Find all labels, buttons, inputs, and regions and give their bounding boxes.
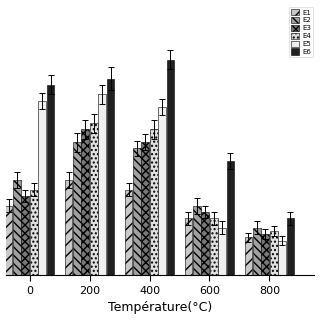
- Bar: [270, 231, 277, 276]
- Bar: [125, 190, 132, 276]
- Bar: [193, 206, 201, 276]
- Bar: [158, 107, 166, 276]
- Bar: [210, 218, 218, 276]
- Bar: [261, 234, 269, 276]
- Bar: [98, 94, 106, 276]
- Bar: [141, 142, 149, 276]
- Bar: [47, 85, 54, 276]
- Bar: [287, 218, 294, 276]
- Bar: [278, 241, 286, 276]
- Bar: [73, 142, 81, 276]
- Bar: [38, 101, 46, 276]
- X-axis label: Température(°C): Température(°C): [108, 301, 212, 315]
- Bar: [150, 129, 157, 276]
- Bar: [218, 228, 226, 276]
- Bar: [13, 180, 21, 276]
- Bar: [185, 218, 192, 276]
- Bar: [253, 228, 261, 276]
- Bar: [201, 212, 209, 276]
- Bar: [107, 79, 114, 276]
- Bar: [82, 129, 89, 276]
- Bar: [90, 123, 98, 276]
- Legend: E1, E2, E3, E4, E5, E6: E1, E2, E3, E4, E5, E6: [289, 7, 313, 57]
- Bar: [167, 60, 174, 276]
- Bar: [227, 161, 234, 276]
- Bar: [244, 237, 252, 276]
- Bar: [21, 196, 29, 276]
- Bar: [65, 180, 72, 276]
- Bar: [30, 190, 38, 276]
- Bar: [5, 206, 12, 276]
- Bar: [133, 148, 141, 276]
